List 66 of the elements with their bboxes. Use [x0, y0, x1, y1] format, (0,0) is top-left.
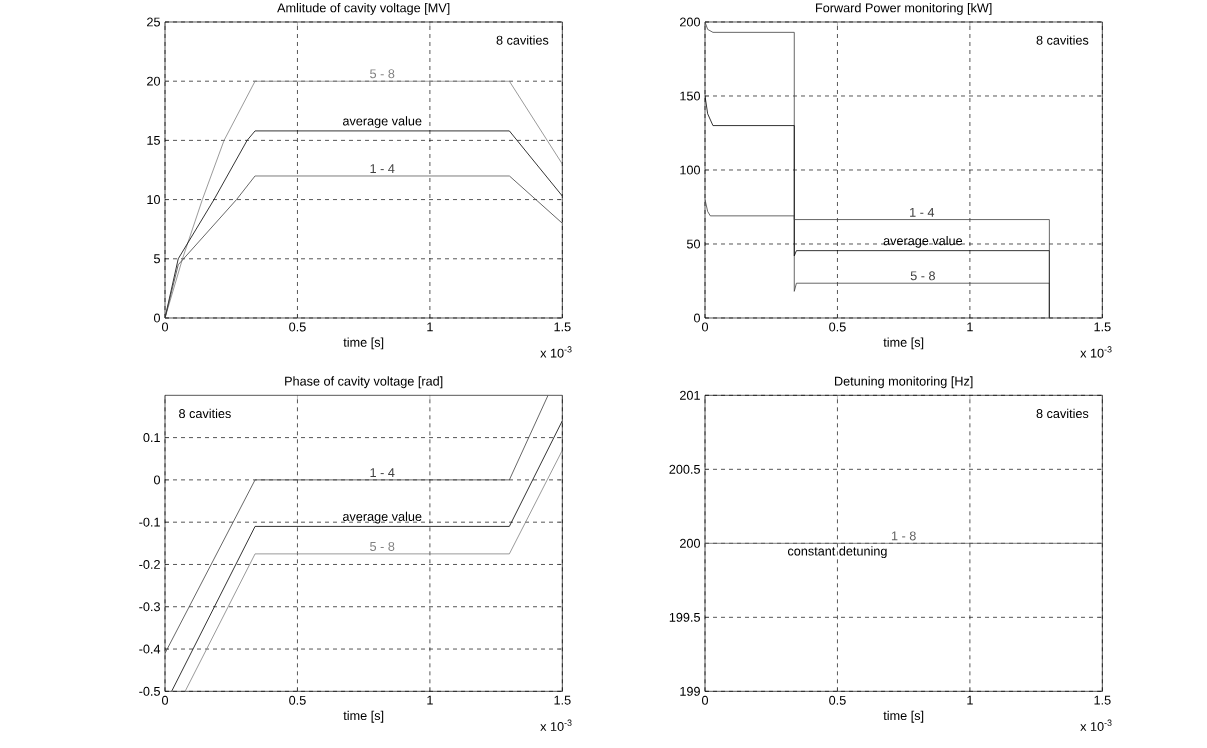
text: x 10$^{-3}$ [540, 719, 572, 731]
series-label: 1 - 8 [891, 531, 916, 541]
series-label: average value [342, 116, 422, 128]
annotation: 8 cavities [1036, 35, 1089, 45]
series-label: 5 - 8 [370, 69, 395, 79]
x-tick-label: 0.5 [829, 322, 846, 332]
series-label: 1 - 4 [910, 207, 935, 217]
y-tick-label: 200 [680, 17, 701, 27]
x-axis-title: time [s] [883, 337, 924, 350]
y-tick-label: 25 [147, 17, 160, 27]
chart-title: Phase of cavity voltage [rad] [285, 376, 443, 389]
y-tick-label: 200 [680, 538, 701, 548]
x-tick-label: 0 [701, 695, 709, 705]
x-tick-label: 0 [701, 322, 709, 332]
series-label: 1 - 4 [370, 164, 395, 173]
y-tick-label: 199.5 [669, 612, 700, 622]
x-tick-label: 0.5 [829, 695, 846, 705]
series-label: 5 - 8 [370, 541, 395, 551]
text: x 10$^{-3}$ [1080, 719, 1112, 731]
text: x 10$^{-3}$ [1080, 346, 1112, 358]
y-tick-label: 5 [153, 254, 160, 264]
x-tick-label: 0.5 [289, 322, 306, 332]
annotation: 8 cavities [1036, 408, 1089, 419]
annotation: 8 cavities [179, 408, 231, 419]
annotation: 8 cavities [496, 35, 549, 45]
x-tick-label: 1 [427, 322, 433, 332]
y-tick-label: 50 [686, 239, 701, 249]
annotation: constant detuning [787, 546, 887, 559]
x-tick-label: 1.5 [1094, 322, 1111, 332]
series-label: average value [342, 511, 422, 524]
chart-title: Detuning monitoring [Hz] [835, 376, 973, 389]
x-tick-label: 1.5 [1094, 695, 1111, 705]
y-tick-label: 0 [153, 475, 161, 485]
x-tick-label: 1.5 [554, 322, 571, 332]
x-axis-title: time [s] [883, 710, 924, 723]
x-tick-label: 1 [427, 695, 433, 705]
x-tick-label: 1.5 [554, 695, 571, 705]
y-tick-label: 20 [147, 76, 161, 86]
y-tick-label: 0 [153, 313, 161, 323]
x-tick-label: 1 [967, 695, 973, 705]
x-tick-label: 0.5 [289, 695, 306, 705]
x-tick-label: 0 [161, 322, 169, 332]
x-tick-label: 0 [161, 695, 169, 705]
x-axis-title: time [s] [343, 337, 384, 350]
chart-title: Forward Power monitoring [kW] [816, 3, 992, 15]
x-tick-label: 1 [967, 322, 973, 332]
series-label: 5 - 8 [910, 271, 935, 281]
text: x 10$^{-3}$ [540, 346, 572, 358]
y-tick-label: 201 [680, 390, 700, 400]
y-tick-label: 100 [680, 165, 701, 175]
y-tick-label: 10 [147, 195, 161, 205]
y-tick-label: -0.5 [139, 686, 160, 696]
y-tick-label: -0.2 [139, 559, 160, 569]
y-tick-label: -0.1 [139, 517, 160, 527]
y-tick-label: -0.3 [139, 602, 160, 612]
chart-title: Amlitude of cavity voltage [MV] [277, 3, 450, 15]
series-label: 1 - 4 [370, 468, 395, 477]
y-tick-label: 0.1 [143, 433, 160, 443]
y-tick-label: 150 [680, 91, 701, 101]
y-tick-label: 0 [693, 313, 701, 323]
y-tick-label: 200.5 [669, 464, 700, 474]
x-axis-title: time [s] [343, 710, 384, 723]
y-tick-label: 199 [680, 686, 700, 696]
series-label: average value [883, 235, 963, 248]
y-tick-label: -0.4 [139, 644, 161, 654]
y-tick-label: 15 [147, 135, 160, 145]
